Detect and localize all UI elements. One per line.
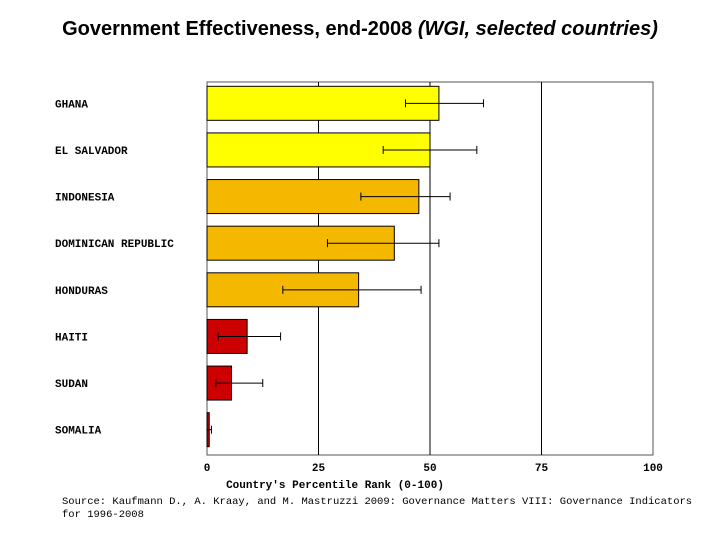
category-label: HAITI xyxy=(55,332,88,344)
category-label: SUDAN xyxy=(55,379,88,391)
x-tick-label: 25 xyxy=(312,463,326,475)
category-label: DOMINICAN REPUBLIC xyxy=(55,239,174,251)
x-tick-label: 50 xyxy=(423,463,436,475)
category-label: INDONESIA xyxy=(55,193,115,205)
category-label: HONDURAS xyxy=(55,286,108,298)
category-label: SOMALIA xyxy=(55,426,102,438)
chart-title-main: Government Effectiveness, end-2008 xyxy=(62,18,413,40)
source-note: Source: Kaufmann D., A. Kraay, and M. Ma… xyxy=(62,496,693,521)
x-tick-label: 75 xyxy=(535,463,549,475)
x-axis-label: Country's Percentile Rank (0-100) xyxy=(226,480,444,492)
x-tick-label: 0 xyxy=(204,463,211,475)
category-label: GHANA xyxy=(55,99,88,111)
chart-title-sub: (WGI, selected countries) xyxy=(417,18,658,40)
chart-title: Government Effectiveness, end-2008 (WGI,… xyxy=(0,18,720,41)
x-tick-label: 100 xyxy=(643,463,663,475)
bar xyxy=(206,85,440,121)
category-label: EL SALVADOR xyxy=(55,146,128,158)
